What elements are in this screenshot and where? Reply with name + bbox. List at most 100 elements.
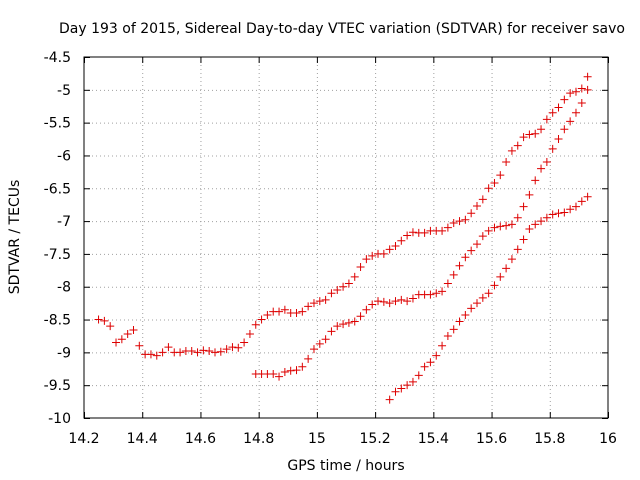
data-point (245, 329, 254, 338)
data-point (257, 315, 266, 324)
data-point (420, 228, 429, 237)
data-point (583, 192, 592, 201)
data-point (507, 146, 516, 155)
data-point (368, 300, 377, 309)
data-point (455, 317, 464, 326)
data-point (438, 226, 447, 235)
data-point (350, 317, 359, 326)
data-point (106, 322, 115, 331)
data-point (327, 289, 336, 298)
data-point (426, 358, 435, 367)
x-tick-label: 15.6 (476, 431, 507, 447)
data-point (502, 264, 511, 273)
data-point (356, 312, 365, 321)
data-point (304, 302, 313, 311)
data-point (315, 297, 324, 306)
data-point (176, 348, 185, 357)
data-point (199, 346, 208, 355)
data-point (240, 338, 249, 347)
data-point (187, 347, 196, 356)
data-point (566, 117, 575, 126)
data-point (251, 320, 260, 329)
data-point (292, 366, 301, 375)
data-point (577, 84, 586, 93)
data-point (298, 362, 307, 371)
data-point (408, 377, 417, 386)
data-point (507, 255, 516, 264)
data-point (467, 246, 476, 255)
data-point (443, 331, 452, 340)
data-point (94, 315, 103, 324)
x-tick-label: 15 (308, 431, 326, 447)
data-point (385, 395, 394, 404)
data-point (548, 144, 557, 153)
x-tick-label: 14.4 (127, 431, 158, 447)
data-point (309, 299, 318, 308)
data-point (286, 366, 295, 375)
data-point (146, 350, 155, 359)
data-point (496, 222, 505, 231)
data-point (560, 125, 569, 134)
data-point (519, 202, 528, 211)
x-tick-label: 14.6 (185, 431, 216, 447)
series-1 (94, 72, 592, 360)
data-point (356, 263, 365, 272)
data-point (304, 354, 313, 363)
data-point (490, 223, 499, 232)
data-point (443, 223, 452, 232)
data-point (531, 220, 540, 229)
data-point (403, 381, 412, 390)
data-point (502, 221, 511, 230)
data-point (438, 287, 447, 296)
data-point (391, 297, 400, 306)
data-point (496, 272, 505, 281)
data-point (234, 343, 243, 352)
data-point (525, 130, 534, 139)
data-point (298, 307, 307, 316)
data-point (263, 310, 272, 319)
data-point (117, 335, 126, 344)
data-point (531, 129, 540, 138)
data-point (362, 305, 371, 314)
data-point (542, 158, 551, 167)
y-tick-label: -6 (57, 148, 71, 164)
data-point (275, 372, 284, 381)
data-point (152, 351, 161, 360)
x-tick-label: 14.8 (243, 431, 274, 447)
data-point (473, 299, 481, 308)
x-tick-label: 15.4 (418, 431, 449, 447)
data-point (461, 253, 470, 262)
data-point (211, 348, 219, 357)
data-point (560, 208, 569, 217)
data-series (94, 72, 592, 404)
data-point (537, 125, 546, 134)
data-point (333, 322, 342, 331)
data-point (129, 326, 138, 335)
data-point (420, 362, 429, 371)
data-point (292, 308, 301, 317)
data-point (571, 108, 580, 117)
data-point (548, 210, 557, 219)
data-point (531, 176, 540, 185)
data-point (432, 289, 441, 298)
data-point (327, 327, 336, 336)
data-point (193, 348, 202, 357)
data-point (275, 307, 284, 316)
data-point (321, 295, 330, 304)
data-point (571, 87, 580, 96)
y-tick-label: -10 (48, 411, 71, 427)
y-tick-labels: -10 -9.5 -9 -8.5 -8 -7.5 -7 -6.5 -6 -5.5 -5 -4.5 (44, 50, 71, 427)
data-point (269, 370, 278, 379)
data-point (583, 72, 592, 81)
data-point (228, 343, 237, 352)
data-point (339, 282, 348, 291)
data-point (280, 368, 289, 377)
data-point (385, 245, 394, 254)
data-point (554, 103, 563, 112)
data-point (577, 98, 586, 107)
data-point (158, 348, 167, 357)
data-point (484, 226, 493, 235)
data-point (507, 220, 516, 229)
y-tick-label: -5.5 (44, 116, 71, 132)
